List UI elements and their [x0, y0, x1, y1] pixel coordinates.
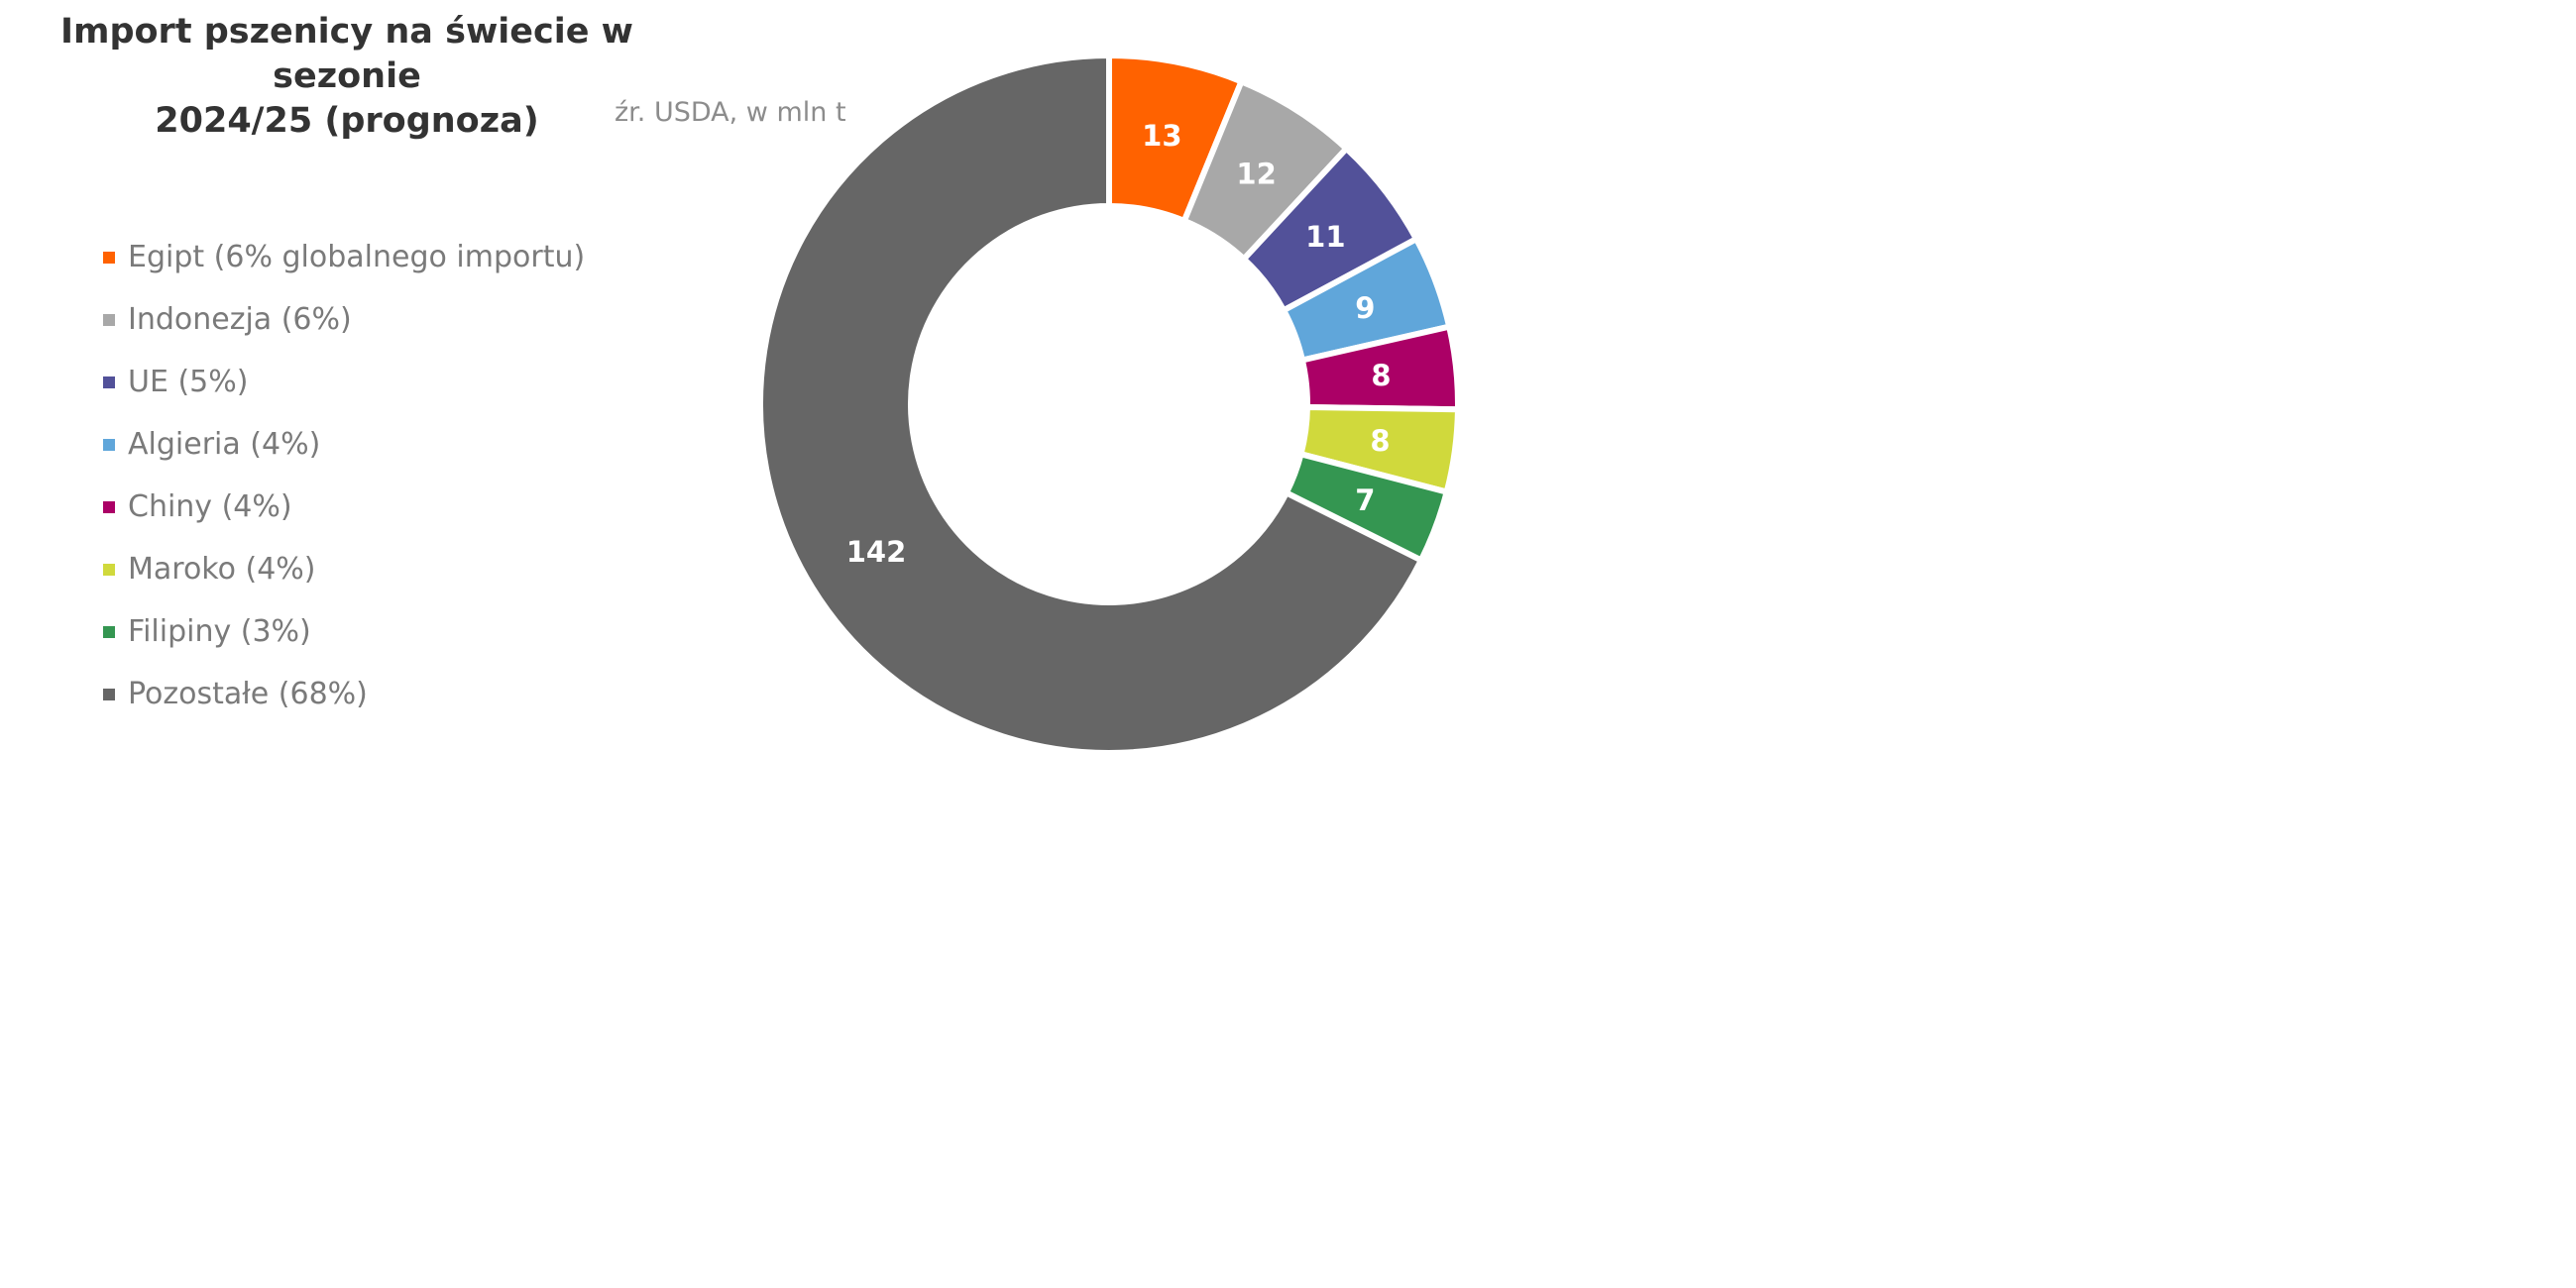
legend-swatch: [103, 500, 115, 513]
legend-item: UE (5%): [103, 351, 585, 413]
legend-item: Maroko (4%): [103, 538, 585, 600]
slice-data-label: 11: [1305, 220, 1345, 254]
legend-label: UE (5%): [128, 365, 249, 399]
legend-item: Chiny (4%): [103, 476, 585, 538]
legend-swatch: [103, 563, 115, 576]
slice-data-label: 7: [1355, 483, 1375, 517]
legend-item: Egipt (6% globalnego importu): [103, 226, 585, 288]
legend-swatch: [103, 376, 115, 388]
legend-item: Indonezja (6%): [103, 288, 585, 351]
chart-title-line-2: 2024/25 (prognoza): [155, 101, 539, 141]
slice-data-label: 13: [1142, 119, 1181, 153]
chart-title: Import pszenicy na świecie w sezonie 202…: [0, 10, 694, 144]
legend-item: Algieria (4%): [103, 413, 585, 476]
legend-item: Filipiny (3%): [103, 600, 585, 663]
legend-label: Chiny (4%): [128, 489, 292, 524]
chart-subtitle: źr. USDA, w mln t: [615, 97, 846, 128]
chart-title-line-1: Import pszenicy na świecie w sezonie: [59, 12, 634, 96]
legend-swatch: [103, 625, 115, 638]
legend-swatch: [103, 688, 115, 700]
legend-label: Indonezja (6%): [128, 302, 352, 337]
donut-chart: 13 12 11 9 8 8 7 142: [757, 52, 1462, 756]
legend-label: Filipiny (3%): [128, 614, 311, 649]
slice-data-label: 12: [1236, 157, 1276, 190]
legend-swatch: [103, 438, 115, 451]
slice-data-label: 9: [1355, 291, 1375, 325]
slice-data-label: 142: [846, 535, 907, 569]
legend-swatch: [103, 251, 115, 264]
chart-legend: Egipt (6% globalnego importu) Indonezja (…: [103, 226, 585, 725]
legend-swatch: [103, 313, 115, 326]
slice-data-label: 8: [1371, 359, 1391, 392]
legend-label: Maroko (4%): [128, 552, 316, 587]
legend-item: Pozostałe (68%): [103, 663, 585, 725]
legend-label: Egipt (6% globalnego importu): [128, 240, 586, 274]
legend-label: Algieria (4%): [128, 427, 321, 462]
slice-data-label: 8: [1370, 424, 1390, 458]
donut-slice: [757, 52, 1425, 756]
legend-label: Pozostałe (68%): [128, 677, 368, 711]
